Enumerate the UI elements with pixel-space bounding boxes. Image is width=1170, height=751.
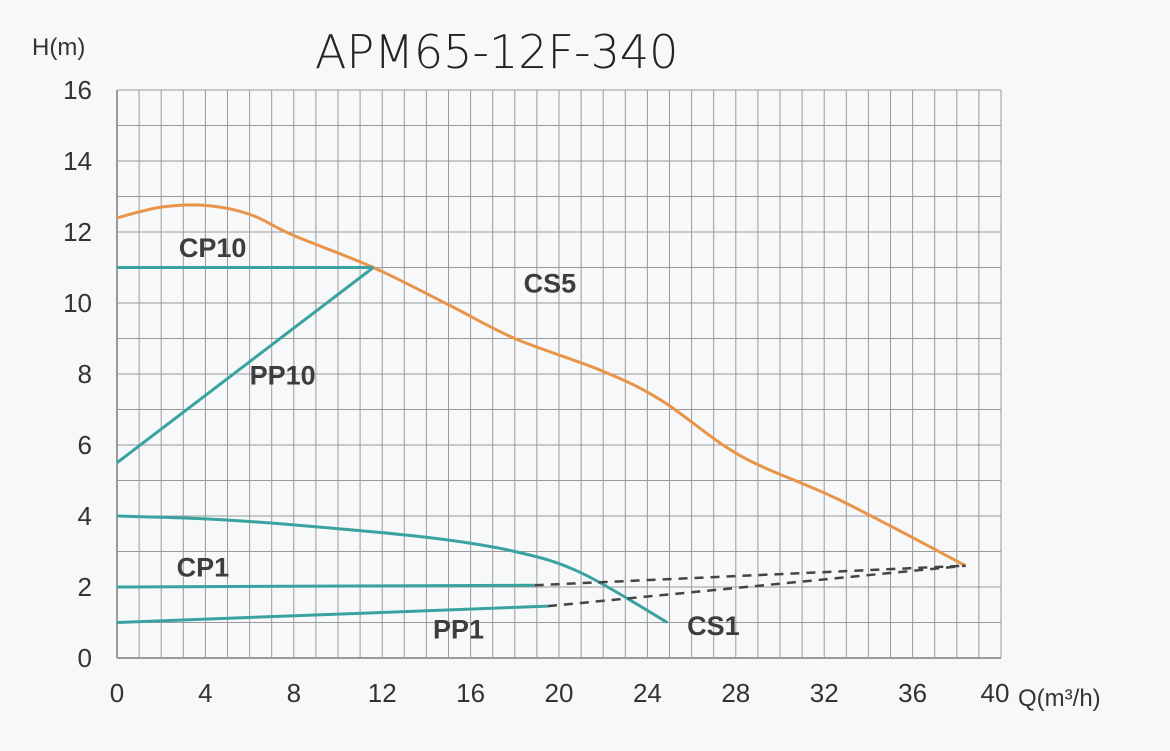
x-tick-label: 40 xyxy=(981,678,1010,708)
y-tick-label: 4 xyxy=(78,501,92,531)
series-line-pp1 xyxy=(116,604,549,624)
y-tick-label: 2 xyxy=(78,572,92,602)
x-tick-label: 28 xyxy=(721,678,750,708)
x-tick-label: 32 xyxy=(810,678,839,708)
y-tick-label: 0 xyxy=(78,643,92,673)
series-labels: CS5 CP10 PP10 CP1 PP1 CS1 xyxy=(177,233,740,645)
series-group xyxy=(116,203,967,624)
series-label-cs5: CS5 xyxy=(524,268,577,298)
series-label-pp1: PP1 xyxy=(433,614,484,644)
series-label-pp10: PP10 xyxy=(250,361,316,391)
y-tick-label: 16 xyxy=(63,75,92,105)
y-tick-label: 6 xyxy=(78,430,92,460)
series-line-dashed-6 xyxy=(534,564,966,587)
y-tick-label: 12 xyxy=(63,217,92,247)
x-tick-label: 0 xyxy=(110,678,124,708)
series-line-cs1 xyxy=(116,514,669,624)
series-label-cp10: CP10 xyxy=(179,233,247,263)
x-tick-label: 20 xyxy=(545,678,574,708)
x-tick-label: 16 xyxy=(456,678,485,708)
series-line-pp10 xyxy=(116,266,375,464)
grid xyxy=(116,89,1002,659)
series-label-cp1: CP1 xyxy=(177,552,230,582)
y-tick-label: 8 xyxy=(78,359,92,389)
y-axis-label: H(m) xyxy=(32,34,85,61)
chart-title: APM65-12F-340 xyxy=(315,25,678,79)
series-line-dashed-7 xyxy=(547,564,966,608)
series-label-cs1: CS1 xyxy=(687,611,740,641)
x-tick-label: 12 xyxy=(368,678,397,708)
y-tick-label: 14 xyxy=(63,146,92,176)
x-tick-label: 8 xyxy=(287,678,301,708)
x-axis-label: Q(m³/h) xyxy=(1018,685,1101,712)
y-tick-label: 10 xyxy=(63,288,92,318)
series-line-cs5 xyxy=(116,203,967,568)
x-tick-label: 36 xyxy=(898,678,927,708)
series-line-cp1 xyxy=(116,583,535,589)
x-tick-label: 24 xyxy=(633,678,662,708)
x-tick-label: 4 xyxy=(198,678,212,708)
